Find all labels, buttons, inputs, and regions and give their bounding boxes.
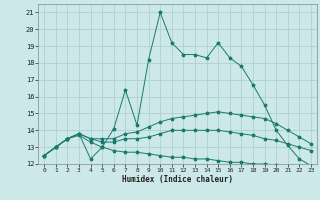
X-axis label: Humidex (Indice chaleur): Humidex (Indice chaleur) [122, 175, 233, 184]
